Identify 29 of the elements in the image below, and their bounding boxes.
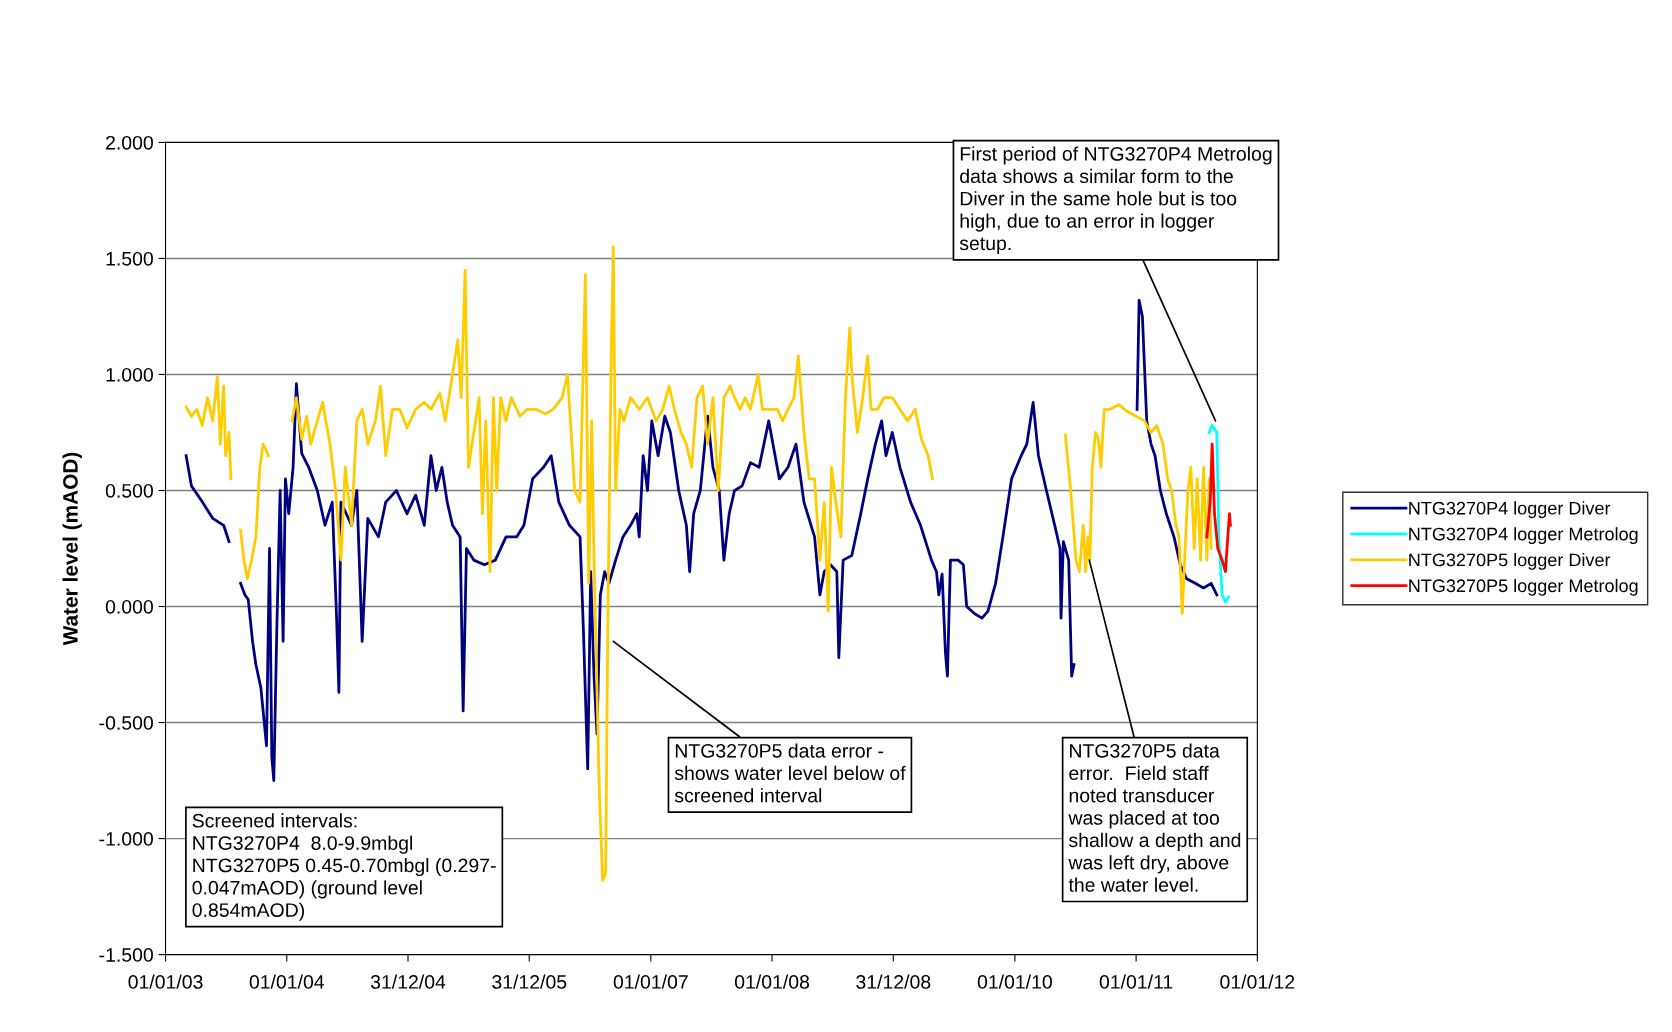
y-axis-title: Water level (mAOD) bbox=[62, 452, 82, 646]
x-tick-label: 01/01/04 bbox=[249, 974, 325, 989]
x-tick-label: 01/01/12 bbox=[1220, 974, 1295, 989]
y-tick-label: 0.500 bbox=[105, 483, 153, 498]
x-tick-label: 01/01/10 bbox=[977, 974, 1052, 989]
x-tick-label: 31/12/04 bbox=[370, 974, 446, 989]
x-tick-label: 01/01/07 bbox=[613, 974, 688, 989]
legend-label: NTG3270P4 logger Diver bbox=[1409, 501, 1611, 519]
x-tick-label: 31/12/08 bbox=[856, 974, 931, 989]
legend-label: NTG3270P5 logger Metrolog bbox=[1409, 578, 1638, 596]
x-tick-label: 31/12/05 bbox=[492, 974, 567, 989]
x-tick-label: 01/01/03 bbox=[128, 974, 203, 989]
annotation: NTG3270P5 data error - shows water level below of screened interval bbox=[674, 743, 906, 803]
y-tick-label: -1.000 bbox=[99, 832, 153, 846]
legend-label: NTG3270P4 logger Metrolog bbox=[1409, 527, 1638, 544]
line-series bbox=[1205, 442, 1232, 574]
legend-label: NTG3270P5 logger Diver bbox=[1409, 553, 1611, 570]
y-tick-label: 1.000 bbox=[106, 367, 153, 382]
y-tick-label: -0.500 bbox=[99, 716, 153, 730]
x-tick-label: 01/01/08 bbox=[734, 974, 810, 989]
annotation: First period of NTG3270P4 Metrolog data shows a similar form to the Diver in the same hole but is too high, due to an error in logger setup. bbox=[959, 146, 1272, 255]
y-tick-label: 1.500 bbox=[106, 251, 153, 266]
y-tick-label: -1.500 bbox=[99, 948, 153, 962]
annotation: NTG3270P5 data error. Field staff noted transducer was placed at too shallow a depth and was left dry, above the water level. bbox=[1068, 743, 1241, 892]
y-tick-label: 2.000 bbox=[106, 135, 153, 150]
y-tick-label: 0.000 bbox=[105, 599, 153, 614]
x-tick-label: 01/01/11 bbox=[1099, 974, 1173, 989]
line-series bbox=[1207, 424, 1230, 604]
annotation: Screened intervals: NTG3270P4 8.0-9.9mbgl NTG3270P5 0.45-0.70mbgl (0.297- 0.047mAOD) (ground level 0.854mAOD) bbox=[192, 813, 496, 921]
